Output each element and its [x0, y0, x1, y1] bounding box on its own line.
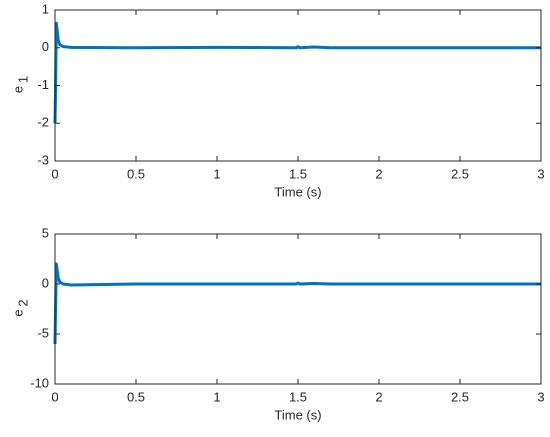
- x-axis-label: Time (s): [274, 407, 321, 422]
- x-tick-label: 1.5: [289, 166, 307, 181]
- y-axis-label-subscript: 2: [15, 299, 30, 306]
- x-tick-label: 0: [51, 166, 58, 181]
- x-tick-label: 1: [213, 166, 220, 181]
- plot-area: [55, 234, 541, 384]
- x-tick-label: 0.5: [127, 166, 145, 181]
- y-tick-label: -3: [37, 152, 49, 167]
- y-tick-label: 0: [42, 39, 49, 54]
- x-tick-label: 3: [537, 166, 544, 181]
- x-tick-label: 0.5: [127, 389, 145, 404]
- y-axis-label-base: e: [10, 86, 25, 93]
- y-tick-label: 1: [42, 1, 49, 16]
- data-line: [53, 21, 541, 124]
- y-tick-label: -1: [37, 77, 49, 92]
- y-tick-label: -2: [37, 115, 49, 130]
- y-tick-label: -10: [30, 375, 49, 390]
- x-axis-label: Time (s): [274, 184, 321, 199]
- y-tick-label: 5: [42, 225, 49, 240]
- x-tick-label: 2.5: [451, 389, 469, 404]
- x-tick-label: 3: [537, 389, 544, 404]
- plot-area: [55, 10, 541, 161]
- x-tick-label: 2.5: [451, 166, 469, 181]
- y-axis-label: e1: [10, 76, 30, 93]
- x-tick-label: 1.5: [289, 389, 307, 404]
- y-tick-label: -5: [37, 325, 49, 340]
- x-tick-label: 0: [51, 389, 58, 404]
- x-tick-label: 2: [375, 166, 382, 181]
- x-tick-label: 1: [213, 389, 220, 404]
- data-line: [53, 262, 541, 345]
- y-axis-label-base: e: [10, 309, 25, 316]
- y-tick-label: 0: [42, 275, 49, 290]
- x-tick-label: 2: [375, 389, 382, 404]
- y-axis-label-subscript: 1: [15, 76, 30, 83]
- y-axis-label: e2: [10, 299, 30, 316]
